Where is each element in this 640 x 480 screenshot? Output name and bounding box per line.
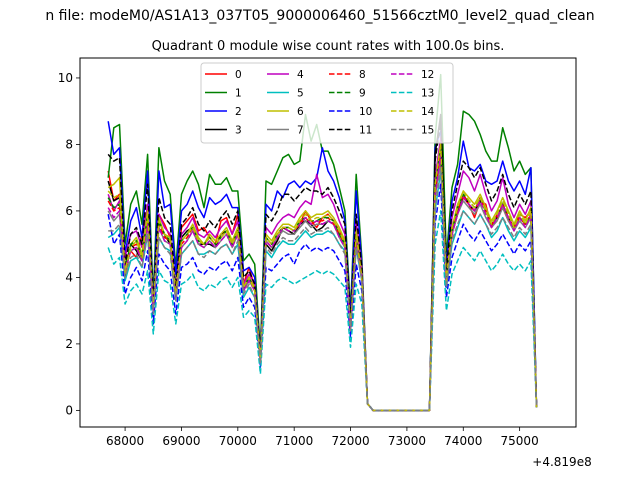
series-line-15 [108,166,538,412]
legend-label-13: 13 [421,88,434,100]
y-tick-label: 4 [65,270,73,284]
series-line-14 [107,143,538,412]
x-tick-label: 73000 [388,434,426,448]
legend-box [200,62,454,144]
series-line-9 [107,147,538,412]
series-line-0 [107,160,538,412]
legend-label-4: 4 [297,69,304,81]
plot-lines [107,73,538,412]
legend-label-12: 12 [421,69,434,81]
legend-label-6: 6 [297,106,304,118]
y-tick-label: 0 [65,403,73,417]
legend-label-0: 0 [235,69,242,81]
series-line-8 [107,150,538,412]
series-line-10 [107,183,538,412]
legend-label-14: 14 [421,106,435,118]
chart-title: Quadrant 0 module wise count rates with … [152,39,505,54]
legend-label-7: 7 [297,125,304,137]
plot-frame [79,57,577,428]
legend-label-15: 15 [421,125,434,137]
axes: 68000 69000 70000 71000 72000 73000 74000 75000… [58,71,539,448]
x-tick-label: 72000 [331,434,369,448]
legend-label-8: 8 [359,69,366,81]
legend-label-10: 10 [359,106,372,118]
legend-label-5: 5 [297,88,304,100]
series-line-11 [107,120,538,412]
y-tick-label: 6 [65,204,73,218]
x-tick-label: 69000 [162,434,200,448]
legend-label-9: 9 [359,88,366,100]
x-offset-label: +4.819e8 [532,455,591,469]
legend-label-2: 2 [235,106,242,118]
y-tick-label: 10 [58,71,73,85]
x-tick-label: 74000 [444,434,482,448]
legend-label-11: 11 [359,125,372,137]
x-tick-label: 68000 [106,434,144,448]
legend-label-1: 1 [235,88,242,100]
y-tick-label: 2 [65,337,73,351]
x-tick-label: 70000 [219,434,257,448]
series-line-2 [107,121,538,412]
x-tick-label: 75000 [501,434,539,448]
series-line-13 [107,210,538,412]
y-tick-label: 8 [65,137,73,151]
legend-label-3: 3 [235,125,242,137]
figure-suptitle: n file: modeM0/AS1A13_037T05_9000006460_… [45,8,594,24]
x-tick-label: 71000 [275,434,313,448]
